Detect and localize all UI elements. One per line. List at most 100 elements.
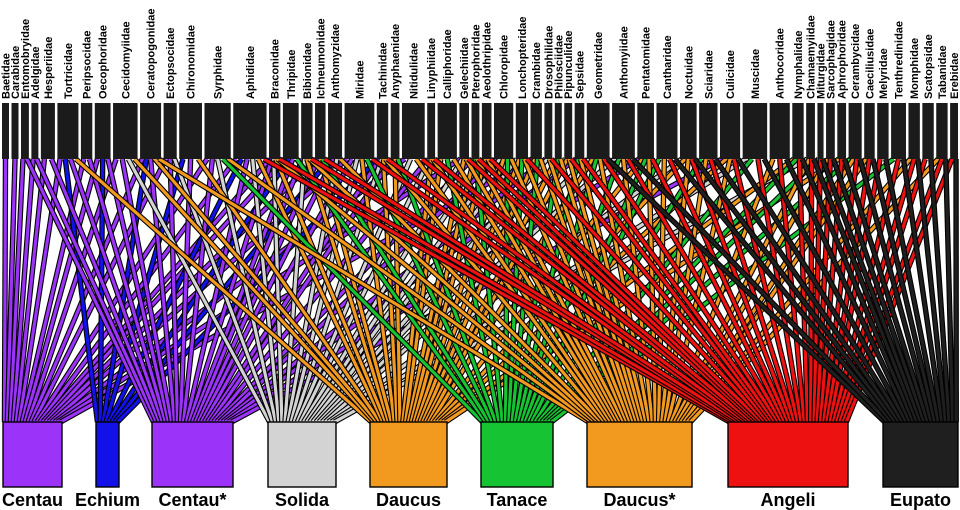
top-node-label: Ichneumonidae (315, 18, 327, 99)
top-node-bar (315, 103, 326, 159)
top-node-bar (2, 103, 10, 159)
link-Daucus* (567, 158, 645, 423)
top-node-bar (427, 103, 436, 159)
top-node-label: Miturgidae (815, 43, 827, 99)
top-node-label: Pterophoridae (470, 24, 482, 99)
link-Daucus (305, 158, 391, 423)
top-node-bar (269, 103, 281, 159)
top-node-label: Momphidae (909, 38, 921, 99)
link-Eupato (762, 158, 908, 423)
link-Centau (14, 158, 46, 423)
link-Angeli (569, 158, 774, 423)
bottom-node-label: Echium (75, 490, 140, 510)
bottom-node-box (480, 421, 554, 488)
top-node-bar (792, 103, 804, 159)
link-Daucus* (158, 157, 590, 424)
top-node-bar (204, 103, 231, 159)
link-Eupato (606, 157, 886, 424)
bottom-node-label: Daucus (376, 490, 441, 510)
top-node-label: Adelgidae (30, 46, 42, 99)
top-node-label: Oecophoridae (98, 25, 110, 99)
top-node-label: Nymphalidae (793, 31, 805, 99)
top-node-bar (140, 103, 162, 159)
bottom-node-box (151, 421, 234, 488)
top-node-bar (564, 103, 573, 159)
top-node-bar (612, 103, 635, 159)
top-node-bar (848, 103, 862, 159)
top-node-label: Braconidae (270, 39, 282, 99)
top-node-bar (437, 103, 457, 159)
top-node-bar (806, 103, 815, 159)
top-node-bar (877, 103, 889, 159)
link-Centau* (106, 158, 171, 423)
link-Tanace (396, 158, 498, 423)
bottom-labels-layer: Centau Echium Centau* Solida Daucus Tanace Dau… (2, 490, 951, 510)
top-node-bar (494, 103, 514, 159)
top-node-label: Aphrophoridae (837, 20, 849, 99)
link-Angeli (835, 158, 916, 423)
top-node-label: Calliphoridae (442, 29, 454, 99)
link-Eupato (944, 158, 955, 423)
link-Eupato (693, 158, 897, 423)
link-Eupato (713, 158, 901, 423)
top-node-label: Nitidulidae (408, 43, 420, 99)
link-Eupato (871, 158, 937, 423)
link-Angeli (278, 157, 734, 424)
top-node-bar (94, 103, 111, 159)
link-Angeli (668, 158, 790, 423)
top-node-label: Tortricidae (63, 43, 75, 99)
link-Centau* (49, 158, 161, 423)
top-node-label: Sepsidae (574, 51, 586, 99)
link-Angeli (489, 157, 764, 424)
top-node-label: Ceratopogonidae (146, 9, 158, 99)
link-Centau* (197, 158, 320, 423)
top-node-bar (679, 103, 697, 159)
link-Angeli (709, 158, 797, 423)
top-node-bar (301, 103, 313, 159)
top-node-bar (544, 103, 553, 159)
top-node-label: Drosophilidae (543, 26, 555, 99)
top-node-bar (530, 103, 542, 159)
link-Angeli (525, 157, 767, 424)
top-node-bar (80, 103, 93, 159)
top-node-label: Hesperiidae (43, 37, 55, 99)
top-node-label: Pentatomidae (641, 27, 653, 99)
link-Centau (44, 157, 287, 424)
link-Centau (5, 158, 17, 423)
top-node-label: Bibionidae (302, 43, 314, 99)
link-Eupato (858, 158, 933, 423)
top-node-bar (31, 103, 39, 159)
link-Centau* (25, 158, 155, 423)
link-Eupato (673, 157, 894, 424)
top-node-label: Aphididae (245, 46, 257, 99)
top-node-bar (656, 103, 678, 159)
link-Eupato (901, 158, 944, 423)
top-node-label: Ectopsocidae (165, 27, 177, 99)
link-Eupato (843, 158, 930, 423)
link-Angeli (386, 157, 747, 424)
link-Angeli (581, 158, 777, 423)
top-node-bar (179, 103, 202, 159)
link-Centau* (120, 158, 174, 423)
top-node-bar (163, 103, 177, 159)
top-node-bar (233, 103, 267, 159)
top-node-label: Tachinidae (378, 42, 390, 99)
top-node-bar (376, 103, 389, 159)
top-node-bar (699, 103, 718, 159)
top-node-bar (515, 103, 529, 159)
top-node-label: Cantharidae (662, 35, 674, 99)
top-bars-layer (2, 103, 958, 159)
link-Angeli (370, 157, 744, 424)
top-node-bar (769, 103, 790, 159)
top-node-bar (950, 103, 958, 159)
top-node-bar (21, 103, 29, 159)
link-Tanace (221, 157, 484, 424)
bottom-node-box (95, 421, 120, 488)
top-node-bar (481, 103, 492, 159)
top-node-label: Anyphaenidae (390, 24, 402, 99)
top-node-label: Pipunculidae (563, 31, 575, 99)
bottom-boxes-layer (2, 421, 959, 488)
bottom-node-box (369, 421, 448, 488)
